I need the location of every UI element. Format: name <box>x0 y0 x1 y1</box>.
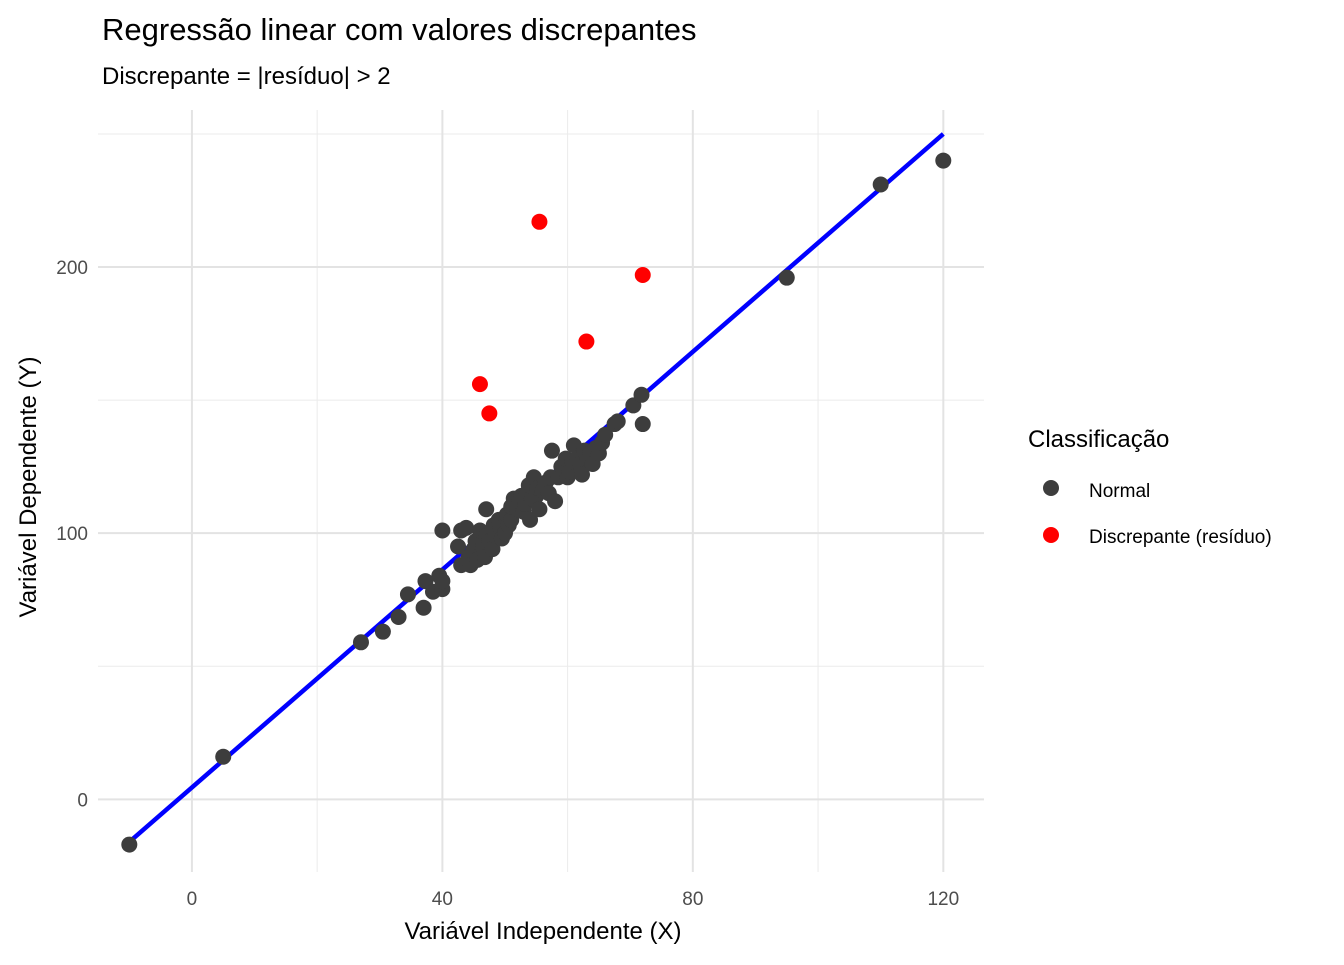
x-tick-label: 0 <box>187 889 198 910</box>
normal-point <box>778 269 795 286</box>
normal-point <box>574 466 591 483</box>
normal-point <box>609 413 626 430</box>
normal-point <box>543 442 560 459</box>
outlier-point <box>578 333 595 350</box>
x-axis-ticks: 0 40 80 120 <box>187 889 960 910</box>
normal-point <box>484 541 501 558</box>
normal-point <box>872 176 889 193</box>
x-tick-label: 120 <box>927 889 959 910</box>
major-gridlines <box>98 110 984 872</box>
normal-point <box>935 152 952 169</box>
x-tick-label: 40 <box>432 889 453 910</box>
legend-label-normal: Normal <box>1089 481 1150 502</box>
legend-label-outlier: Discrepante (resíduo) <box>1089 527 1272 548</box>
minor-gridlines <box>98 110 984 872</box>
normal-point <box>633 386 650 403</box>
normal-point <box>547 493 564 510</box>
normal-point <box>121 836 138 853</box>
chart-title: Regressão linear com valores discrepante… <box>102 12 696 47</box>
legend-key-normal <box>1043 480 1059 496</box>
normal-point <box>374 623 391 640</box>
normal-point <box>634 416 651 433</box>
normal-point <box>522 511 539 528</box>
outlier-point <box>531 213 548 230</box>
normal-point <box>450 538 467 555</box>
legend-title: Classificação <box>1028 426 1169 453</box>
normal-point <box>352 634 369 651</box>
x-axis-title: Variável Independente (X) <box>404 918 681 945</box>
normal-point <box>434 573 451 590</box>
normal-point <box>597 426 614 443</box>
x-tick-label: 80 <box>682 889 703 910</box>
normal-point <box>458 519 475 536</box>
normal-point <box>531 501 548 518</box>
legend-key-outlier <box>1043 527 1059 543</box>
legend: Classificação Normal Discrepante (resídu… <box>1028 426 1272 548</box>
y-tick-label: 100 <box>56 524 88 545</box>
y-axis-title: Variável Dependente (Y) <box>15 356 42 617</box>
outlier-point <box>471 376 488 393</box>
y-axis-ticks: 0 100 200 <box>56 258 88 811</box>
normal-point <box>399 586 416 603</box>
normal-point <box>434 522 451 539</box>
normal-point <box>415 599 432 616</box>
outlier-point <box>634 267 651 284</box>
normal-point <box>390 609 407 626</box>
y-tick-label: 200 <box>56 258 88 279</box>
outlier-point <box>481 405 498 422</box>
normal-point <box>215 748 232 765</box>
normal-point <box>478 501 495 518</box>
data-points <box>121 152 952 853</box>
y-tick-label: 0 <box>77 790 88 811</box>
chart-subtitle: Discrepante = |resíduo| > 2 <box>102 63 391 90</box>
